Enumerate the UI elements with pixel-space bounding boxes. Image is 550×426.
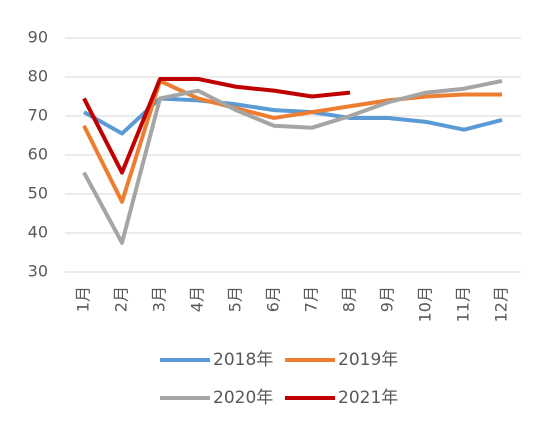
- legend-label: 2020年: [213, 388, 273, 408]
- y-tick-label: 40: [28, 223, 48, 242]
- x-tick-label: 6月: [264, 286, 283, 312]
- x-tick-label: 7月: [302, 286, 321, 312]
- x-tick-label: 9月: [378, 286, 397, 312]
- x-tick-label: 4月: [188, 286, 207, 312]
- y-tick-label: 70: [28, 106, 48, 125]
- legend-label: 2019年: [338, 350, 398, 370]
- series-line: [82, 78, 502, 204]
- series-line: [82, 76, 351, 175]
- x-tick-label: 2月: [112, 286, 131, 312]
- y-tick-label: 60: [28, 145, 48, 164]
- x-tick-label: 10月: [416, 286, 435, 322]
- x-tick-label: 8月: [340, 286, 359, 312]
- legend-label: 2021年: [338, 388, 398, 408]
- x-tick-label: 5月: [226, 286, 245, 312]
- x-tick-label: 11月: [454, 286, 473, 322]
- y-tick-label: 90: [28, 28, 48, 47]
- series-line: [82, 78, 503, 245]
- x-tick-label: 1月: [74, 286, 93, 312]
- x-tick-label: 12月: [492, 286, 511, 322]
- legend-label: 2018年: [213, 350, 273, 370]
- y-tick-label: 50: [28, 184, 48, 203]
- y-tick-label: 30: [28, 262, 48, 281]
- x-tick-label: 3月: [150, 286, 169, 312]
- y-tick-label: 80: [28, 67, 48, 86]
